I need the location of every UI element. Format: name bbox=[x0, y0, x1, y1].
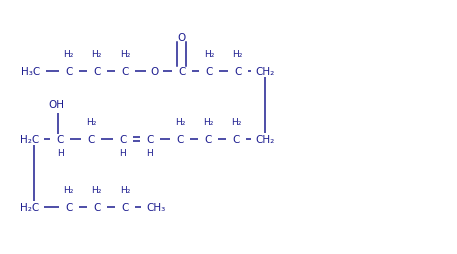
Text: C: C bbox=[204, 135, 212, 145]
Text: C: C bbox=[146, 135, 154, 145]
Text: C: C bbox=[57, 135, 64, 145]
Text: CH₂: CH₂ bbox=[255, 67, 275, 77]
Text: C: C bbox=[88, 135, 95, 145]
Text: H₃C: H₃C bbox=[21, 67, 41, 77]
Text: H₂C: H₂C bbox=[20, 135, 39, 145]
Text: O: O bbox=[150, 67, 159, 77]
Text: H₂: H₂ bbox=[203, 118, 213, 126]
Text: H₂: H₂ bbox=[204, 50, 215, 59]
Text: CH₂: CH₂ bbox=[255, 135, 275, 145]
Text: C: C bbox=[206, 67, 213, 77]
Text: C: C bbox=[176, 135, 184, 145]
Text: H₂: H₂ bbox=[233, 50, 243, 59]
Text: C: C bbox=[178, 67, 186, 77]
Text: H: H bbox=[57, 149, 64, 158]
Text: H₂: H₂ bbox=[91, 185, 102, 194]
Text: H: H bbox=[119, 149, 126, 158]
Text: C: C bbox=[93, 202, 101, 212]
Text: H₂: H₂ bbox=[120, 50, 130, 59]
Text: O: O bbox=[178, 33, 186, 43]
Text: H₂: H₂ bbox=[175, 118, 185, 126]
Text: CH₃: CH₃ bbox=[146, 202, 165, 212]
Text: C: C bbox=[65, 202, 72, 212]
Text: H₂: H₂ bbox=[64, 185, 74, 194]
Text: H₂: H₂ bbox=[91, 50, 102, 59]
Text: C: C bbox=[119, 135, 126, 145]
Text: OH: OH bbox=[48, 99, 64, 109]
Text: H: H bbox=[147, 149, 153, 158]
Text: C: C bbox=[121, 67, 128, 77]
Text: C: C bbox=[234, 67, 241, 77]
Text: C: C bbox=[93, 67, 101, 77]
Text: C: C bbox=[233, 135, 240, 145]
Text: C: C bbox=[121, 202, 128, 212]
Text: H₂: H₂ bbox=[64, 50, 74, 59]
Text: H₂: H₂ bbox=[120, 185, 130, 194]
Text: C: C bbox=[65, 67, 72, 77]
Text: H₂: H₂ bbox=[86, 118, 96, 126]
Text: H₂: H₂ bbox=[231, 118, 241, 126]
Text: H₂C: H₂C bbox=[20, 202, 39, 212]
